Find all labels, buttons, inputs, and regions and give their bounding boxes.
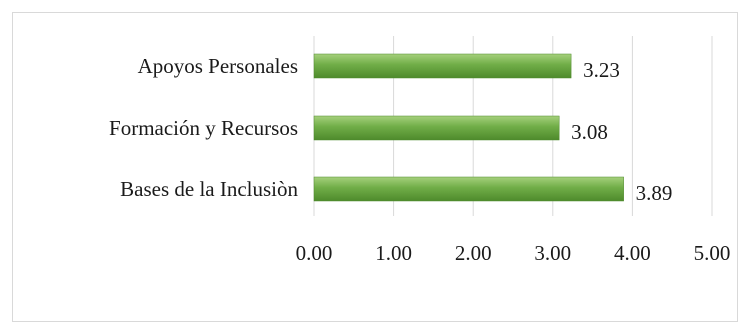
category-label: Formación y Recursos [109, 116, 298, 140]
x-tick-label: 4.00 [614, 241, 651, 265]
x-axis-tick-labels: 0.00 1.00 2.00 3.00 4.00 5.00 [296, 241, 731, 265]
bar [313, 115, 560, 141]
x-tick-label: 5.00 [694, 241, 731, 265]
value-labels: 3.23 3.08 3.89 [571, 58, 672, 205]
x-tick-label: 3.00 [534, 241, 571, 265]
bars [313, 53, 624, 202]
data-label: 3.08 [571, 120, 608, 144]
bar [313, 53, 572, 79]
data-label: 3.23 [583, 58, 620, 82]
x-tick-label: 2.00 [455, 241, 492, 265]
x-tick-label: 1.00 [375, 241, 412, 265]
category-label: Apoyos Personales [138, 54, 298, 78]
bar [313, 176, 624, 202]
category-label: Bases de la Inclusiòn [120, 177, 298, 201]
data-label: 3.89 [636, 181, 673, 205]
x-tick-label: 0.00 [296, 241, 333, 265]
category-labels: Apoyos Personales Formación y Recursos Bas… [109, 54, 298, 201]
